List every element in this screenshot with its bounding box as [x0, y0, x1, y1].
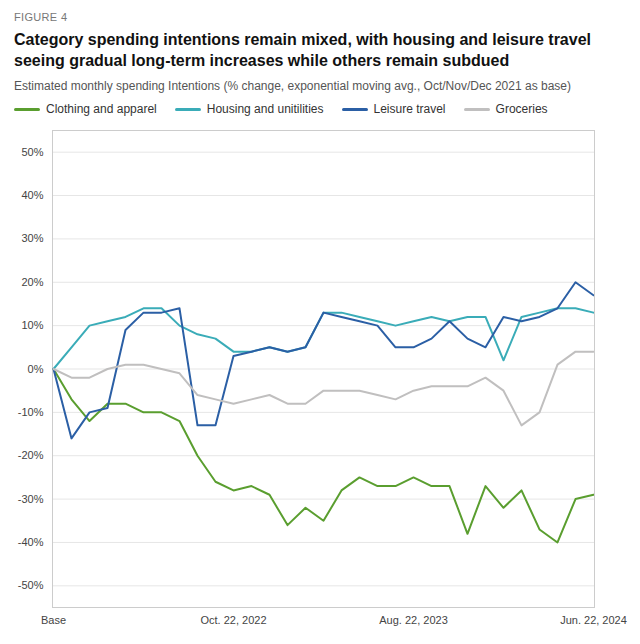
html-text:Category spending intentions r: Category spending intentions remain mixe…	[14, 31, 591, 69]
svg-text:30%: 30%	[21, 233, 43, 245]
svg-text:Base: Base	[41, 615, 66, 627]
svg-text:-30%: -30%	[18, 493, 44, 505]
html-text:Leisure travel: Leisure travel	[373, 102, 446, 117]
svg-text:Aug. 22, 2023: Aug. 22, 2023	[379, 615, 448, 627]
svg-text:Oct. 22, 2022: Oct. 22, 2022	[200, 615, 266, 627]
svg-text:40%: 40%	[21, 189, 43, 201]
svg-text:0%: 0%	[28, 363, 44, 375]
svg-text:-20%: -20%	[18, 450, 44, 462]
html-text:Clothing and apparel: Clothing and apparel	[46, 102, 157, 117]
svg-text:20%: 20%	[21, 276, 43, 288]
svg-text:Jun. 22, 2024: Jun. 22, 2024	[560, 615, 627, 627]
svg-text:-40%: -40%	[18, 536, 44, 548]
html-text:Housing and unitilities: Housing and unitilities	[206, 102, 324, 117]
svg-text:10%: 10%	[21, 320, 43, 332]
html-text:Groceries: Groceries	[495, 102, 548, 117]
html-text:FIGURE 4: FIGURE 4	[14, 11, 68, 23]
svg-text:-10%: -10%	[18, 406, 44, 418]
html-text:Estimated monthly spending Int: Estimated monthly spending Intentions (%…	[14, 78, 571, 93]
svg-text:50%: 50%	[21, 146, 43, 158]
svg-text:-50%: -50%	[18, 580, 44, 592]
